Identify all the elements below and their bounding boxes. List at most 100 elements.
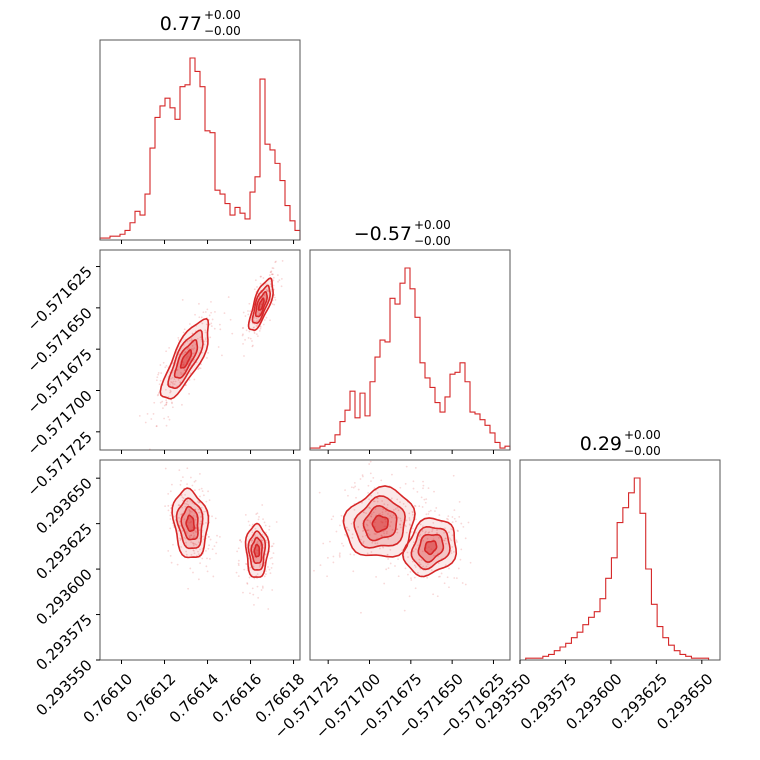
sample-point: [253, 603, 255, 606]
sample-point: [199, 548, 201, 551]
sample-point: [213, 327, 216, 330]
sample-point: [159, 401, 162, 404]
sample-point: [367, 529, 370, 531]
sample-point: [265, 288, 268, 291]
sample-point: [218, 535, 221, 538]
title-value: −0.57: [354, 223, 412, 245]
sample-point: [165, 399, 168, 402]
sample-point: [431, 530, 433, 533]
sample-point: [201, 557, 204, 560]
sample-point: [177, 504, 180, 506]
sample-point: [353, 509, 356, 511]
sample-point: [274, 261, 277, 264]
sample-point: [443, 582, 446, 585]
sample-point: [180, 479, 182, 482]
sample-point: [372, 476, 375, 479]
sample-point: [444, 537, 447, 540]
sample-point: [408, 512, 411, 515]
sample-point: [363, 511, 365, 514]
sample-point: [422, 480, 424, 483]
sample-point: [181, 496, 184, 499]
sample-point: [221, 354, 223, 357]
sample-point: [377, 497, 379, 500]
sample-point: [254, 279, 257, 282]
sample-point: [248, 524, 251, 527]
sample-point: [277, 280, 279, 283]
sample-point: [414, 587, 417, 590]
sample-point: [330, 518, 333, 521]
sample-point: [469, 561, 472, 564]
sample-point: [443, 531, 445, 534]
sample-point: [349, 553, 352, 556]
sample-point: [414, 466, 417, 469]
sample-point: [197, 553, 200, 556]
sample-point: [188, 379, 191, 381]
sample-point: [381, 521, 384, 524]
sample-point: [253, 332, 256, 335]
sample-point: [386, 507, 388, 509]
sample-point: [192, 360, 195, 362]
sample-point: [408, 595, 411, 598]
sample-point: [186, 348, 189, 351]
sample-point: [409, 571, 412, 573]
sample-point: [262, 518, 264, 521]
sample-point: [267, 608, 270, 610]
sample-point: [313, 569, 315, 572]
sample-point: [262, 323, 265, 326]
sample-point: [169, 391, 171, 394]
histogram-frame-1: [309, 249, 511, 451]
sample-point: [254, 527, 257, 530]
sample-point: [190, 347, 193, 350]
sample-point: [338, 555, 341, 558]
sample-point: [361, 474, 364, 476]
sample-point: [352, 570, 355, 573]
sample-point: [256, 323, 259, 326]
sample-point: [199, 336, 202, 339]
sample-point: [155, 425, 158, 428]
sample-point: [186, 521, 189, 524]
sample-point: [424, 501, 427, 504]
sample-point: [387, 513, 389, 515]
sample-point: [420, 496, 423, 499]
sample-point: [163, 417, 165, 420]
sample-point: [373, 521, 376, 524]
sample-point: [197, 501, 200, 504]
sample-point: [256, 573, 259, 576]
sample-point: [326, 556, 329, 559]
sample-point: [176, 563, 179, 566]
sample-point: [275, 260, 277, 263]
sample-point: [188, 339, 191, 342]
sample-point: [386, 503, 389, 506]
sample-point: [210, 311, 213, 314]
sample-point: [338, 552, 341, 555]
sample-point: [272, 552, 275, 555]
sample-point: [357, 488, 360, 491]
sample-point: [414, 531, 417, 534]
sample-point: [209, 336, 212, 339]
sample-point: [252, 344, 254, 347]
sample-point: [381, 513, 384, 516]
panel-2d-0-1: [138, 250, 284, 450]
sample-point: [360, 611, 362, 614]
sample-point: [344, 533, 346, 536]
sample-point: [459, 558, 462, 561]
sample-point: [181, 529, 184, 532]
sample-point: [190, 553, 193, 556]
sample-point: [191, 344, 194, 347]
sample-point: [169, 390, 172, 393]
sample-point: [183, 351, 186, 354]
sample-point: [411, 511, 414, 514]
sample-point: [190, 541, 193, 544]
sample-point: [259, 275, 262, 278]
sample-point: [373, 532, 376, 535]
sample-point: [183, 518, 186, 521]
sample-point: [248, 330, 251, 333]
sample-point: [444, 542, 447, 545]
sample-point: [405, 465, 408, 468]
sample-point: [170, 483, 173, 486]
sample-point: [186, 500, 189, 503]
sample-point: [422, 539, 425, 542]
sample-point: [257, 596, 260, 599]
sample-point: [244, 338, 246, 341]
sample-point: [210, 322, 213, 325]
